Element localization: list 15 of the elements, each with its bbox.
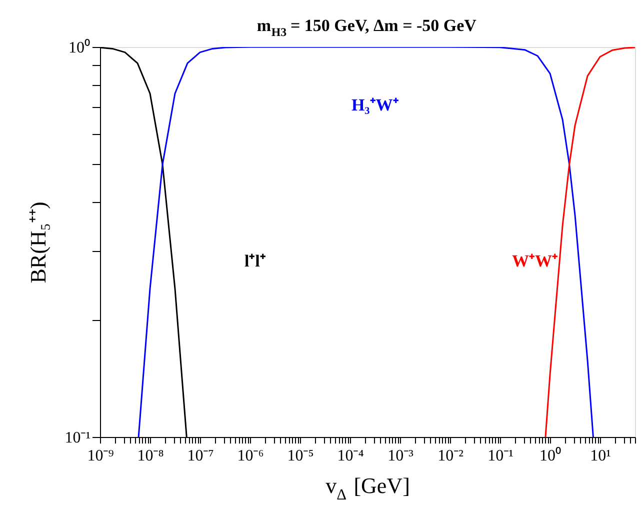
text: l⁺l⁺ [244,252,266,270]
x-tick-label: 10⁰ [540,446,562,464]
series-label: W⁺W⁺ [512,252,558,270]
x-tick-label: 10⁻⁷ [187,448,214,464]
x-tick-label: 10⁻⁵ [287,448,314,464]
x-tick-label: 10⁻² [438,448,464,464]
x-tick-label: 10⁻⁴ [337,448,364,464]
x-tick-label: 10⁻⁸ [137,448,164,464]
x-tick-label: 10⁻⁶ [237,448,264,464]
x-tick-label: 10⁻¹ [488,448,514,464]
y-axis-title: BR(H₅⁺⁺) [26,202,51,284]
x-tick-label: 10¹ [590,448,612,464]
text: H₃⁺W⁺ [351,96,399,114]
x-tick-label: 10⁻³ [388,448,414,464]
x-tick-label: 10⁻⁹ [87,448,114,464]
